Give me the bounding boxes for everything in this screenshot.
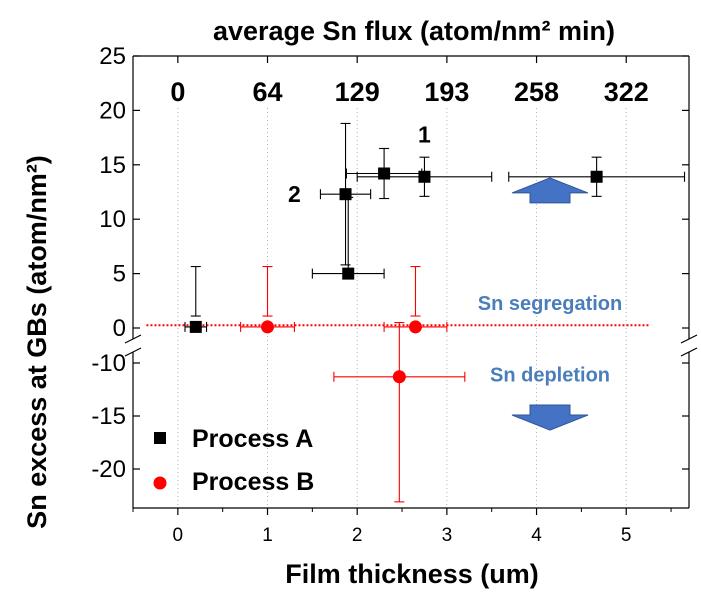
top-tick-label: 64 [252, 77, 282, 107]
process-a-point [189, 320, 202, 333]
y-tick-label: -20 [91, 456, 126, 483]
y-axis-title: Sn excess at GBs (atom/nm²) [22, 155, 52, 529]
top-tick-label: 129 [335, 77, 380, 107]
depletion-arrow [511, 404, 589, 431]
x-axis-title: Film thickness (um) [285, 559, 539, 589]
process-a-point [418, 170, 431, 183]
process-b-point [392, 370, 406, 384]
legend-marker-square [154, 432, 166, 444]
y-tick-label: -15 [91, 403, 126, 430]
segregation-arrow [511, 177, 589, 204]
y-tick-label: 15 [99, 152, 126, 179]
process-a-point [378, 167, 391, 180]
annotation-text: Sn segregation [478, 293, 622, 315]
data-points [189, 167, 603, 384]
legend-label: Process A [192, 425, 313, 453]
y-tick-label: 5 [113, 261, 126, 288]
x-tick-label: 1 [262, 525, 273, 546]
legend-label: Process B [192, 468, 314, 496]
axis-break-mark [124, 334, 142, 344]
annotation-text: 2 [288, 181, 301, 207]
x-tick-label: 0 [173, 525, 184, 546]
y-tick-label: 20 [99, 97, 126, 124]
plot-frame [124, 55, 698, 509]
legend-marker-circle [153, 476, 167, 490]
annotation-text: Sn depletion [490, 365, 610, 387]
x-tick-label: 2 [352, 525, 363, 546]
axis-ticks [132, 55, 689, 515]
axis-labels: 0 1 2 3 4 5 0 64 129 193 258 322 25 20 15 10 5 0 -10 -15 -20 [91, 43, 648, 546]
annotation-text: 1 [418, 121, 431, 147]
y-tick-label: 0 [113, 315, 126, 342]
process-a-point [590, 170, 603, 183]
axis-break-mark [680, 347, 698, 357]
top-tick-label: 0 [170, 77, 185, 107]
x-tick-label: 5 [621, 525, 632, 546]
x-tick-label: 4 [531, 525, 542, 546]
arrows [511, 177, 589, 431]
top-tick-label: 322 [604, 77, 649, 107]
annotations: 1 2 Sn segregation Sn depletion [288, 121, 622, 386]
y-tick-label: 25 [99, 43, 126, 70]
process-b-point [408, 320, 422, 334]
top-tick-label: 258 [514, 77, 559, 107]
legend: Process A Process B [153, 425, 314, 496]
process-a-point [342, 267, 355, 280]
axis-break-mark [680, 334, 698, 344]
process-a-point [339, 188, 352, 201]
axis-break-mark [124, 347, 142, 357]
process-b-point [261, 320, 275, 334]
top-axis-title: average Sn flux (atom/nm² min) [213, 16, 615, 46]
top-tick-label: 193 [424, 77, 469, 107]
y-tick-label: -10 [91, 350, 126, 377]
x-tick-label: 3 [442, 525, 453, 546]
y-tick-label: 10 [99, 206, 126, 233]
